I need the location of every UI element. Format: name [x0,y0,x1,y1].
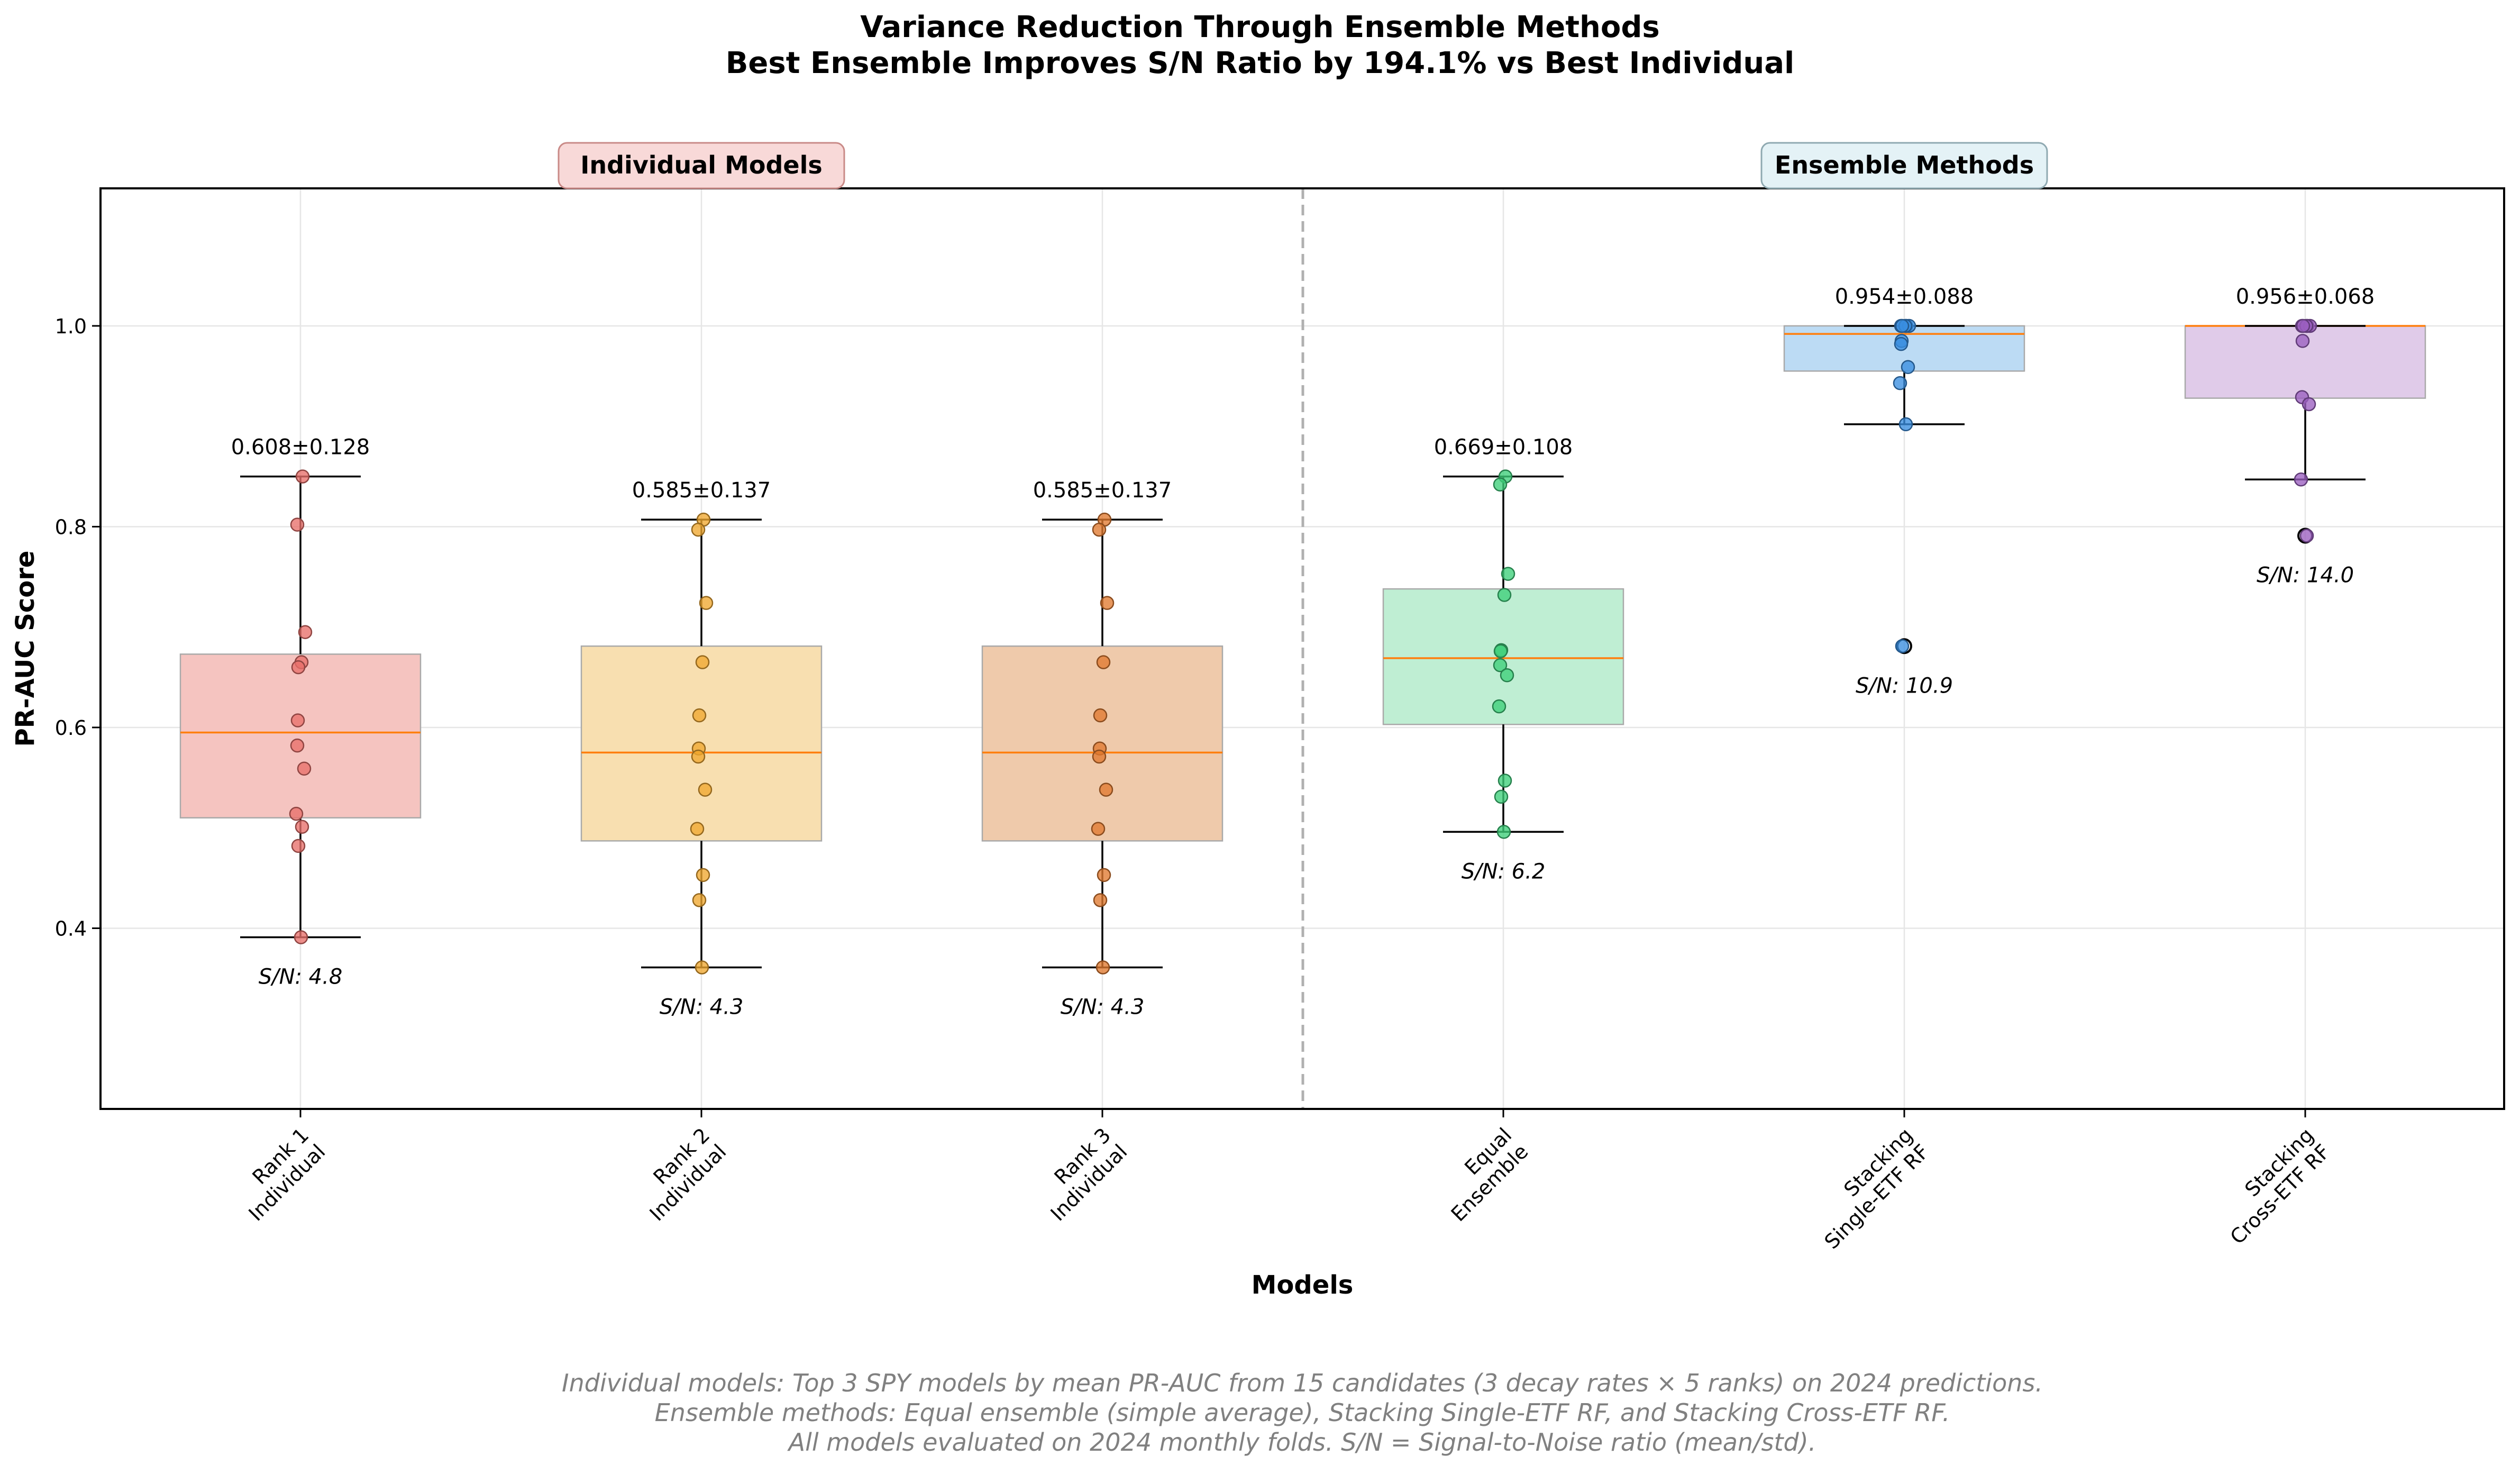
data-point [698,783,713,797]
data-point [691,522,706,537]
data-point [2294,472,2308,487]
data-point [290,517,305,532]
data-point [295,469,310,484]
y-tick-label: 0.4 [55,917,87,940]
data-point [1901,360,1915,375]
data-point [2295,334,2310,348]
data-point [1097,868,1111,882]
mean-std-label: 0.954±0.088 [1835,285,1974,309]
data-point [290,738,305,753]
group-header-box [558,142,845,189]
chart-title: Variance Reduction Through Ensemble Meth… [860,10,1660,44]
chart-subtitle: Best Ensemble Improves S/N Ratio by 194.… [726,46,1795,80]
data-point [1894,336,1909,351]
data-point [2302,397,2316,412]
mean-std-label: 0.608±0.128 [231,435,370,460]
data-point [1497,588,1512,602]
sn-ratio-label: S/N: 6.2 [1462,859,1546,884]
data-point [2299,529,2314,543]
data-point [297,761,312,776]
data-point [1493,658,1508,672]
data-point [1496,825,1511,839]
data-point [690,822,705,836]
data-point [1096,655,1111,669]
data-point [295,820,309,834]
y-axis-ticks: 0.4 0.6 0.8 1.0 [55,315,101,940]
footnote-line-3: All models evaluated on 2024 monthly fol… [787,1428,1816,1457]
data-point [1898,417,1913,432]
y-tick-label: 1.0 [55,315,87,338]
mean-std-label: 0.585±0.137 [1033,478,1172,503]
data-point [291,660,306,675]
data-point [695,960,709,975]
data-point [289,806,304,821]
data-point [1493,477,1508,492]
x-axis-label: Models [1252,1270,1354,1300]
data-point [1493,644,1508,658]
data-point [1500,668,1514,683]
sn-ratio-label: S/N: 4.3 [1061,995,1145,1019]
sn-ratio-label: S/N: 10.9 [1856,674,1953,698]
data-point [2296,319,2311,333]
sn-ratio-label: S/N: 4.8 [259,965,343,989]
data-point [1498,774,1512,788]
group-header-box [1760,142,2048,189]
sn-ratio-label: S/N: 4.3 [660,995,744,1019]
data-point [298,625,313,639]
group-header-label: Individual Models [580,151,822,179]
mean-std-label: 0.669±0.108 [1434,435,1573,460]
data-points [289,319,2317,975]
data-point [692,893,707,907]
mean-std-label: 0.585±0.137 [632,478,771,503]
y-axis-label: PR-AUC Score [11,551,40,747]
data-point [1099,783,1113,797]
plot-frame [99,187,2505,1110]
y-tick-label: 0.8 [55,515,87,539]
data-point [1100,596,1115,610]
annotations: 0.608±0.128 S/N: 4.8 0.585±0.137 S/N: 4.3 0.… [231,285,2375,1019]
y-tick-label: 0.6 [55,716,87,740]
data-point [1893,376,1907,390]
data-point [1494,789,1509,804]
group-labels: Individual Models Ensemble Methods [558,142,2048,189]
data-point [1492,699,1506,714]
data-point [294,930,308,944]
data-point [1093,893,1108,907]
data-point [695,655,710,669]
data-point [1092,522,1107,537]
data-point [691,749,706,764]
footnote-line-2: Ensemble methods: Equal ensemble (simple… [655,1398,1950,1427]
data-point [692,708,707,723]
mean-std-label: 0.956±0.068 [2236,285,2375,309]
sn-ratio-label: S/N: 14.0 [2257,563,2354,588]
box-iqr [179,653,422,818]
data-point [1091,822,1106,836]
data-point [1092,749,1107,764]
group-header-label: Ensemble Methods [1775,151,2034,179]
data-point [291,839,306,853]
data-point [290,713,305,727]
data-point [1895,639,1910,653]
data-point [1501,567,1515,581]
data-point [1093,708,1108,723]
footnote-line-1: Individual models: Top 3 SPY models by m… [562,1369,2043,1397]
data-point [696,868,710,882]
data-point [1895,319,1910,333]
data-point [699,596,714,610]
data-point [1095,960,1110,975]
